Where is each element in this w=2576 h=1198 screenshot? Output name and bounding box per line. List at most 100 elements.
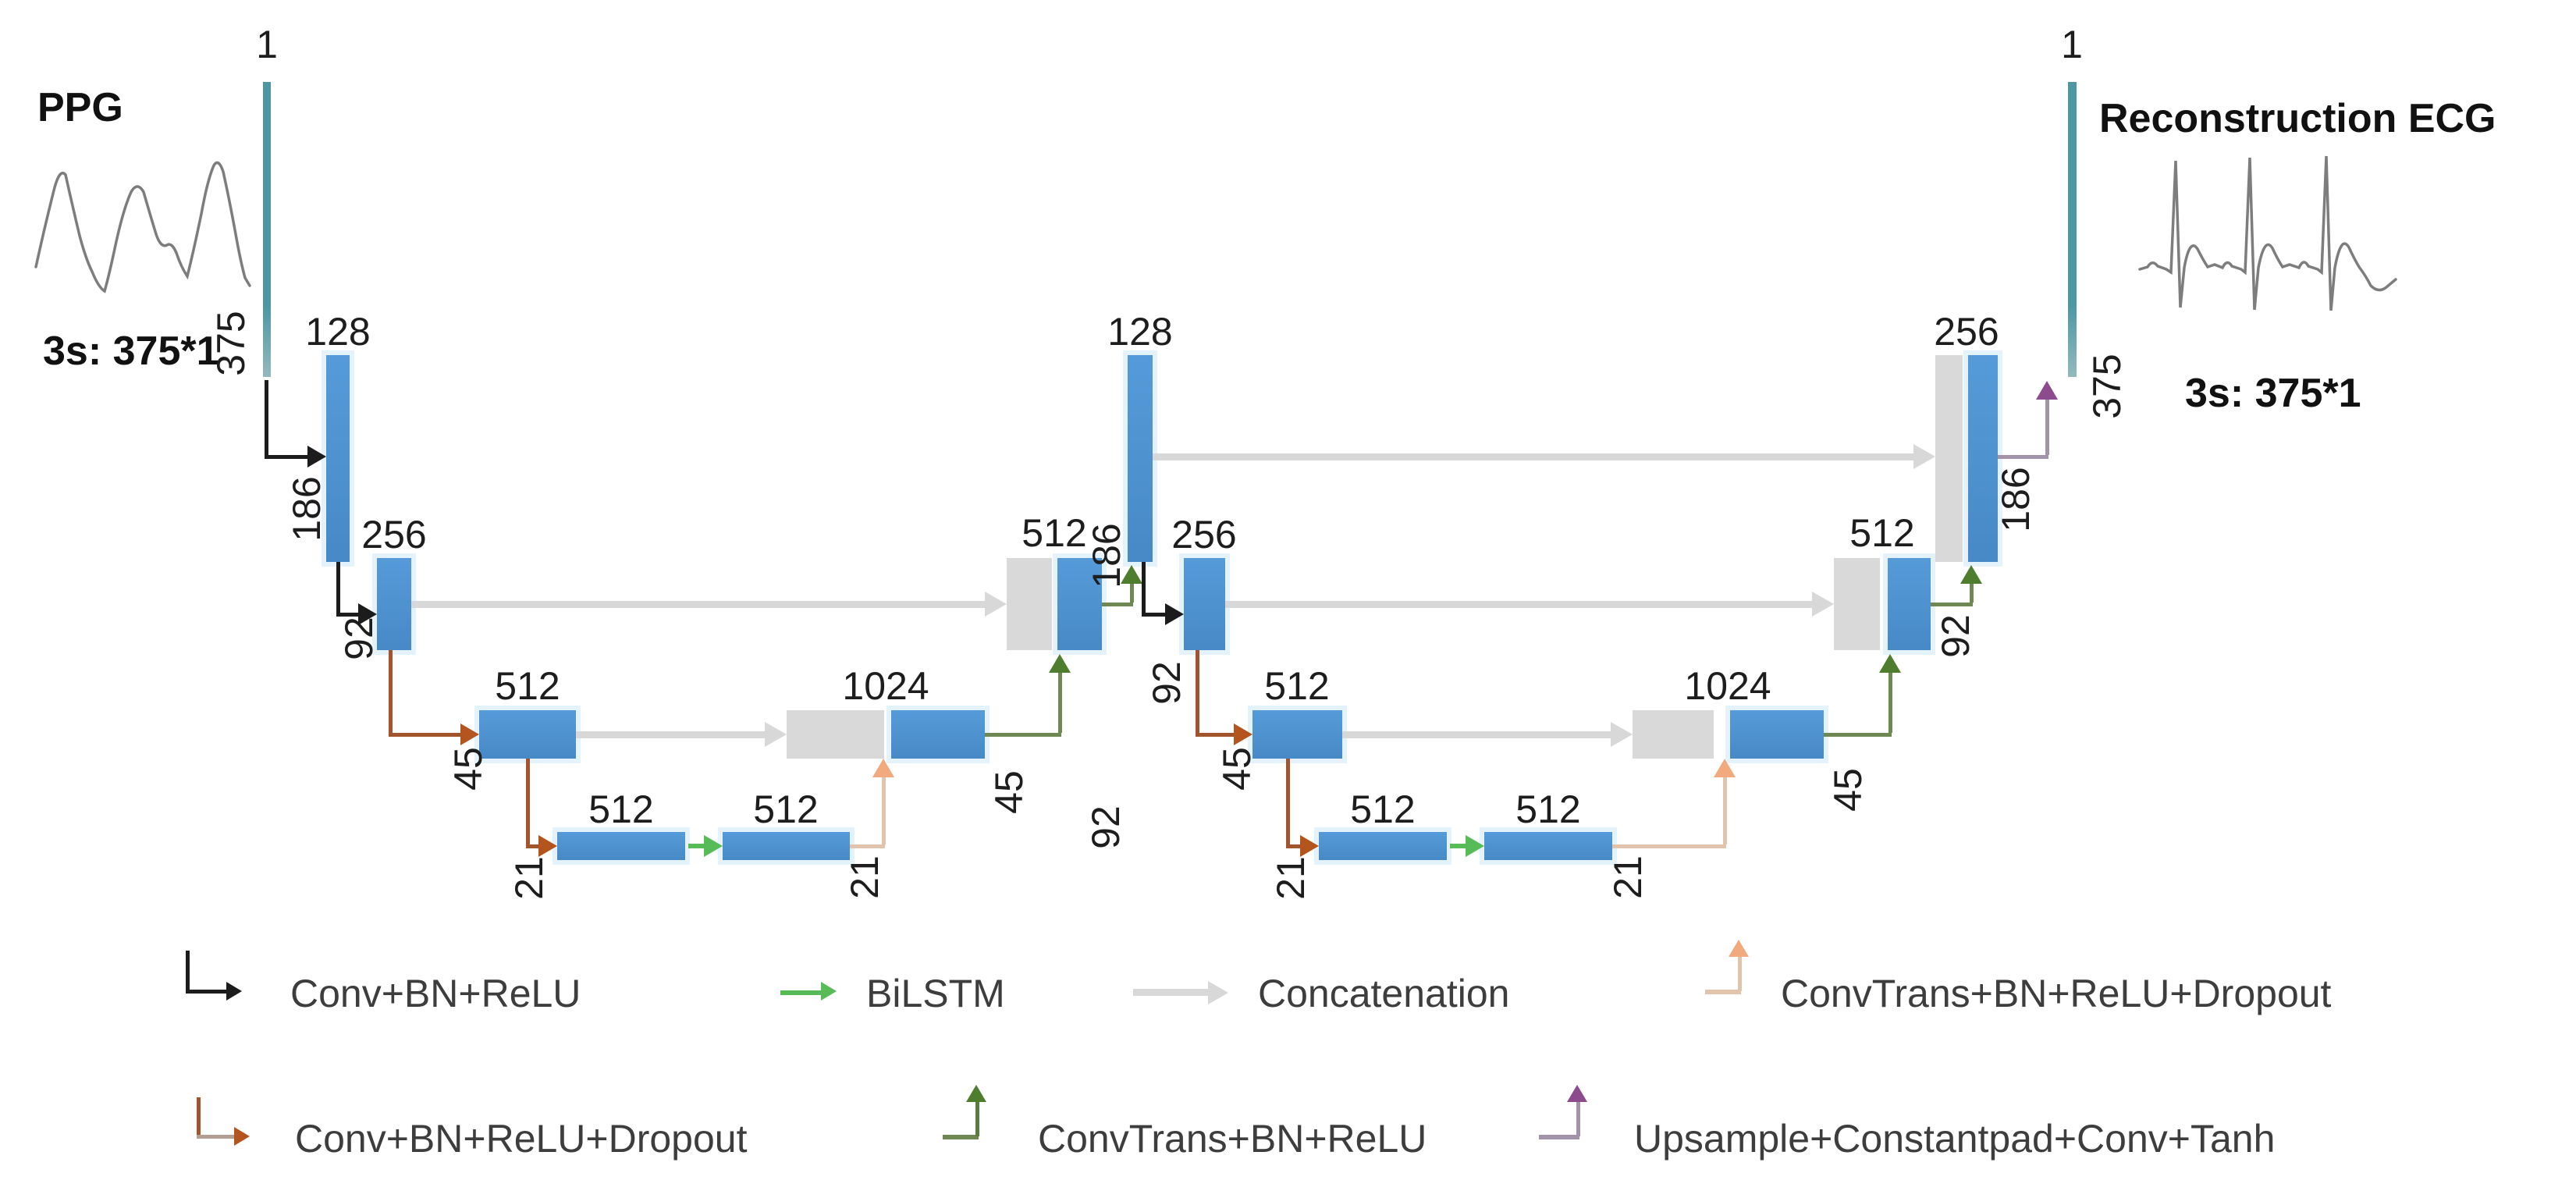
sequence-length-label: 186 bbox=[1994, 467, 2038, 532]
convtrans-arrow-dec1-512-to-128-head bbox=[1121, 565, 1142, 584]
input-signal-dimensions: 3s: 375*1 bbox=[43, 329, 219, 374]
sequence-length-label: 186 bbox=[285, 476, 329, 542]
output-signal-title: Reconstruction ECG bbox=[2099, 96, 2496, 141]
convtrans-dropout-arrow-dec1-up bbox=[882, 777, 886, 844]
concatenation-arrow-mid-128-to-dec2-256-head bbox=[1913, 444, 1935, 469]
bilstm-arrow-enc2-head bbox=[1466, 835, 1484, 857]
concatenation-arrow-icon bbox=[1208, 981, 1228, 1004]
dec1-up2-bar bbox=[1057, 558, 1102, 650]
channel-count-label: 256 bbox=[361, 513, 427, 556]
dec2-skip1-box bbox=[1633, 710, 1714, 759]
dec2-skip3-box bbox=[1935, 355, 1963, 562]
concatenation-arrow-enc2-256-to-dec2-512-head bbox=[1812, 592, 1834, 617]
upsample-constantpad-conv-tanh-arrow-icon bbox=[1539, 1135, 1579, 1139]
conv-arrow-input-to-enc1-head bbox=[307, 446, 326, 467]
enc1-conv3-bar bbox=[479, 710, 576, 759]
conv-bn-relu-dropout-arrow-icon bbox=[197, 1135, 234, 1139]
dec1-skip2-box bbox=[1007, 558, 1052, 650]
conv-dropout-arrow-enc1-256-to-512 bbox=[389, 650, 393, 734]
channel-count-label: 512 bbox=[495, 664, 560, 708]
channel-count-label: 1 bbox=[256, 23, 278, 66]
channel-count-label: 512 bbox=[1350, 787, 1416, 831]
sequence-length-label: 92 bbox=[1145, 661, 1189, 705]
concatenation-arrow-mid-128-to-dec2-256 bbox=[1153, 453, 1913, 460]
channel-count-label: 256 bbox=[1171, 513, 1237, 556]
enc1-bilstm-in-bar bbox=[557, 832, 685, 860]
dec2-up1-bar bbox=[1730, 710, 1824, 759]
sequence-length-label: 92 bbox=[1084, 805, 1128, 849]
bilstm-arrow-icon bbox=[780, 990, 821, 995]
convtrans-arrow-dec1-512-to-128 bbox=[1102, 603, 1133, 606]
sequence-length-label: 375 bbox=[209, 311, 253, 376]
conv-bn-relu-dropout-arrow-icon bbox=[234, 1127, 250, 1146]
conv-arrow-mid-128-to-256 bbox=[1142, 613, 1165, 617]
legend-label: Conv+BN+ReLU bbox=[290, 972, 581, 1015]
sequence-length-label: 92 bbox=[1934, 614, 1977, 658]
conv-bn-relu-arrow-icon bbox=[186, 990, 226, 994]
channel-count-label: 128 bbox=[1107, 310, 1173, 354]
conv-bn-relu-dropout-arrow-icon bbox=[197, 1097, 201, 1136]
upsample-constantpad-conv-tanh-arrow-icon bbox=[1567, 1085, 1587, 1102]
dec2-skip2-box bbox=[1834, 558, 1880, 650]
convtrans-arrow-dec1-1024-to-512-head bbox=[1049, 654, 1071, 673]
convtrans-arrow-dec1-512-to-128 bbox=[1130, 584, 1134, 603]
convtrans-bn-relu-dropout-arrow-icon bbox=[1705, 990, 1741, 994]
ecg-waveform bbox=[2138, 155, 2397, 311]
conv-dropout-arrow-enc1-512-to-512 bbox=[526, 759, 530, 846]
enc2-bilstm-in-bar bbox=[1319, 832, 1447, 860]
convtrans-arrow-dec2-512-to-256-head bbox=[1960, 565, 1982, 584]
input-vector bbox=[263, 82, 271, 377]
concatenation-arrow-enc1-512-to-dec1-1024-head bbox=[765, 722, 787, 747]
legend-label: Conv+BN+ReLU+Dropout bbox=[295, 1117, 748, 1161]
conv-arrow-input-to-enc1 bbox=[265, 380, 268, 457]
convtrans-bn-relu-arrow-icon bbox=[943, 1135, 979, 1139]
output-signal-dimensions: 3s: 375*1 bbox=[2185, 371, 2361, 416]
mid-conv-bar bbox=[1128, 355, 1153, 562]
enc1-bilstm-out-bar bbox=[723, 832, 850, 860]
conv-dropout-arrow-enc2-512-to-512 bbox=[1286, 759, 1290, 846]
concatenation-arrow-enc1-512-to-dec1-1024 bbox=[576, 731, 765, 738]
legend-label: ConvTrans+BN+ReLU+Dropout bbox=[1781, 972, 2332, 1015]
dec2-up3-bar bbox=[1968, 355, 1998, 562]
legend-label: ConvTrans+BN+ReLU bbox=[1038, 1117, 1427, 1161]
channel-count-label: 512 bbox=[753, 787, 819, 831]
convtrans-dropout-arrow-dec1-up-head bbox=[872, 759, 894, 777]
legend-label: Upsample+Constantpad+Conv+Tanh bbox=[1634, 1117, 2276, 1161]
conv-arrow-input-to-enc1 bbox=[265, 455, 307, 459]
conv-dropout-arrow-enc2-512-to-512-head bbox=[1300, 835, 1319, 857]
sequence-length-label: 45 bbox=[987, 770, 1031, 814]
enc2-conv2-bar bbox=[1252, 710, 1342, 759]
conv-bn-relu-arrow-icon bbox=[226, 982, 242, 1001]
sequence-length-label: 21 bbox=[1269, 856, 1313, 900]
conv-dropout-arrow-enc1-256-to-512 bbox=[389, 733, 460, 737]
sequence-length-label: 45 bbox=[1215, 747, 1259, 791]
enc1-conv2-bar bbox=[377, 558, 411, 650]
conv-arrow-mid-128-to-256-head bbox=[1165, 603, 1184, 625]
conv-dropout-arrow-enc1-512-to-512-head bbox=[538, 835, 557, 857]
bilstm-arrow-enc2 bbox=[1450, 844, 1466, 848]
enc2-bilstm-out-bar bbox=[1484, 832, 1612, 860]
convtrans-dropout-arrow-dec2-up bbox=[1723, 777, 1727, 844]
convtrans-dropout-arrow-dec1-up bbox=[850, 844, 885, 848]
dec1-skip1-box bbox=[787, 710, 884, 759]
channel-count-label: 1 bbox=[2061, 23, 2083, 66]
conv-arrow-mid-128-to-256 bbox=[1142, 562, 1146, 614]
sequence-length-label: 21 bbox=[507, 856, 551, 900]
channel-count-label: 1024 bbox=[842, 664, 929, 708]
convtrans-arrow-dec2-512-to-256 bbox=[1970, 584, 1974, 603]
convtrans-bn-relu-arrow-icon bbox=[975, 1102, 979, 1136]
dec1-up1-bar bbox=[891, 710, 985, 759]
sequence-length-label: 45 bbox=[1826, 768, 1870, 812]
upsample-arrow-output-head bbox=[2036, 381, 2058, 400]
convtrans-arrow-dec2-1024-to-512 bbox=[1824, 733, 1892, 737]
legend-label: BiLSTM bbox=[866, 972, 1005, 1015]
conv-dropout-arrow-enc2-256-to-512-head bbox=[1234, 723, 1252, 745]
bilstm-arrow-icon bbox=[821, 982, 837, 1001]
convtrans-arrow-dec2-1024-to-512 bbox=[1888, 673, 1892, 733]
channel-count-label: 512 bbox=[1264, 664, 1330, 708]
conv-arrow-enc1-128-to-256 bbox=[336, 613, 358, 617]
conv-dropout-arrow-enc1-256-to-512-head bbox=[460, 723, 479, 745]
channel-count-label: 1024 bbox=[1684, 664, 1771, 708]
convtrans-bn-relu-dropout-arrow-icon bbox=[1729, 940, 1749, 957]
